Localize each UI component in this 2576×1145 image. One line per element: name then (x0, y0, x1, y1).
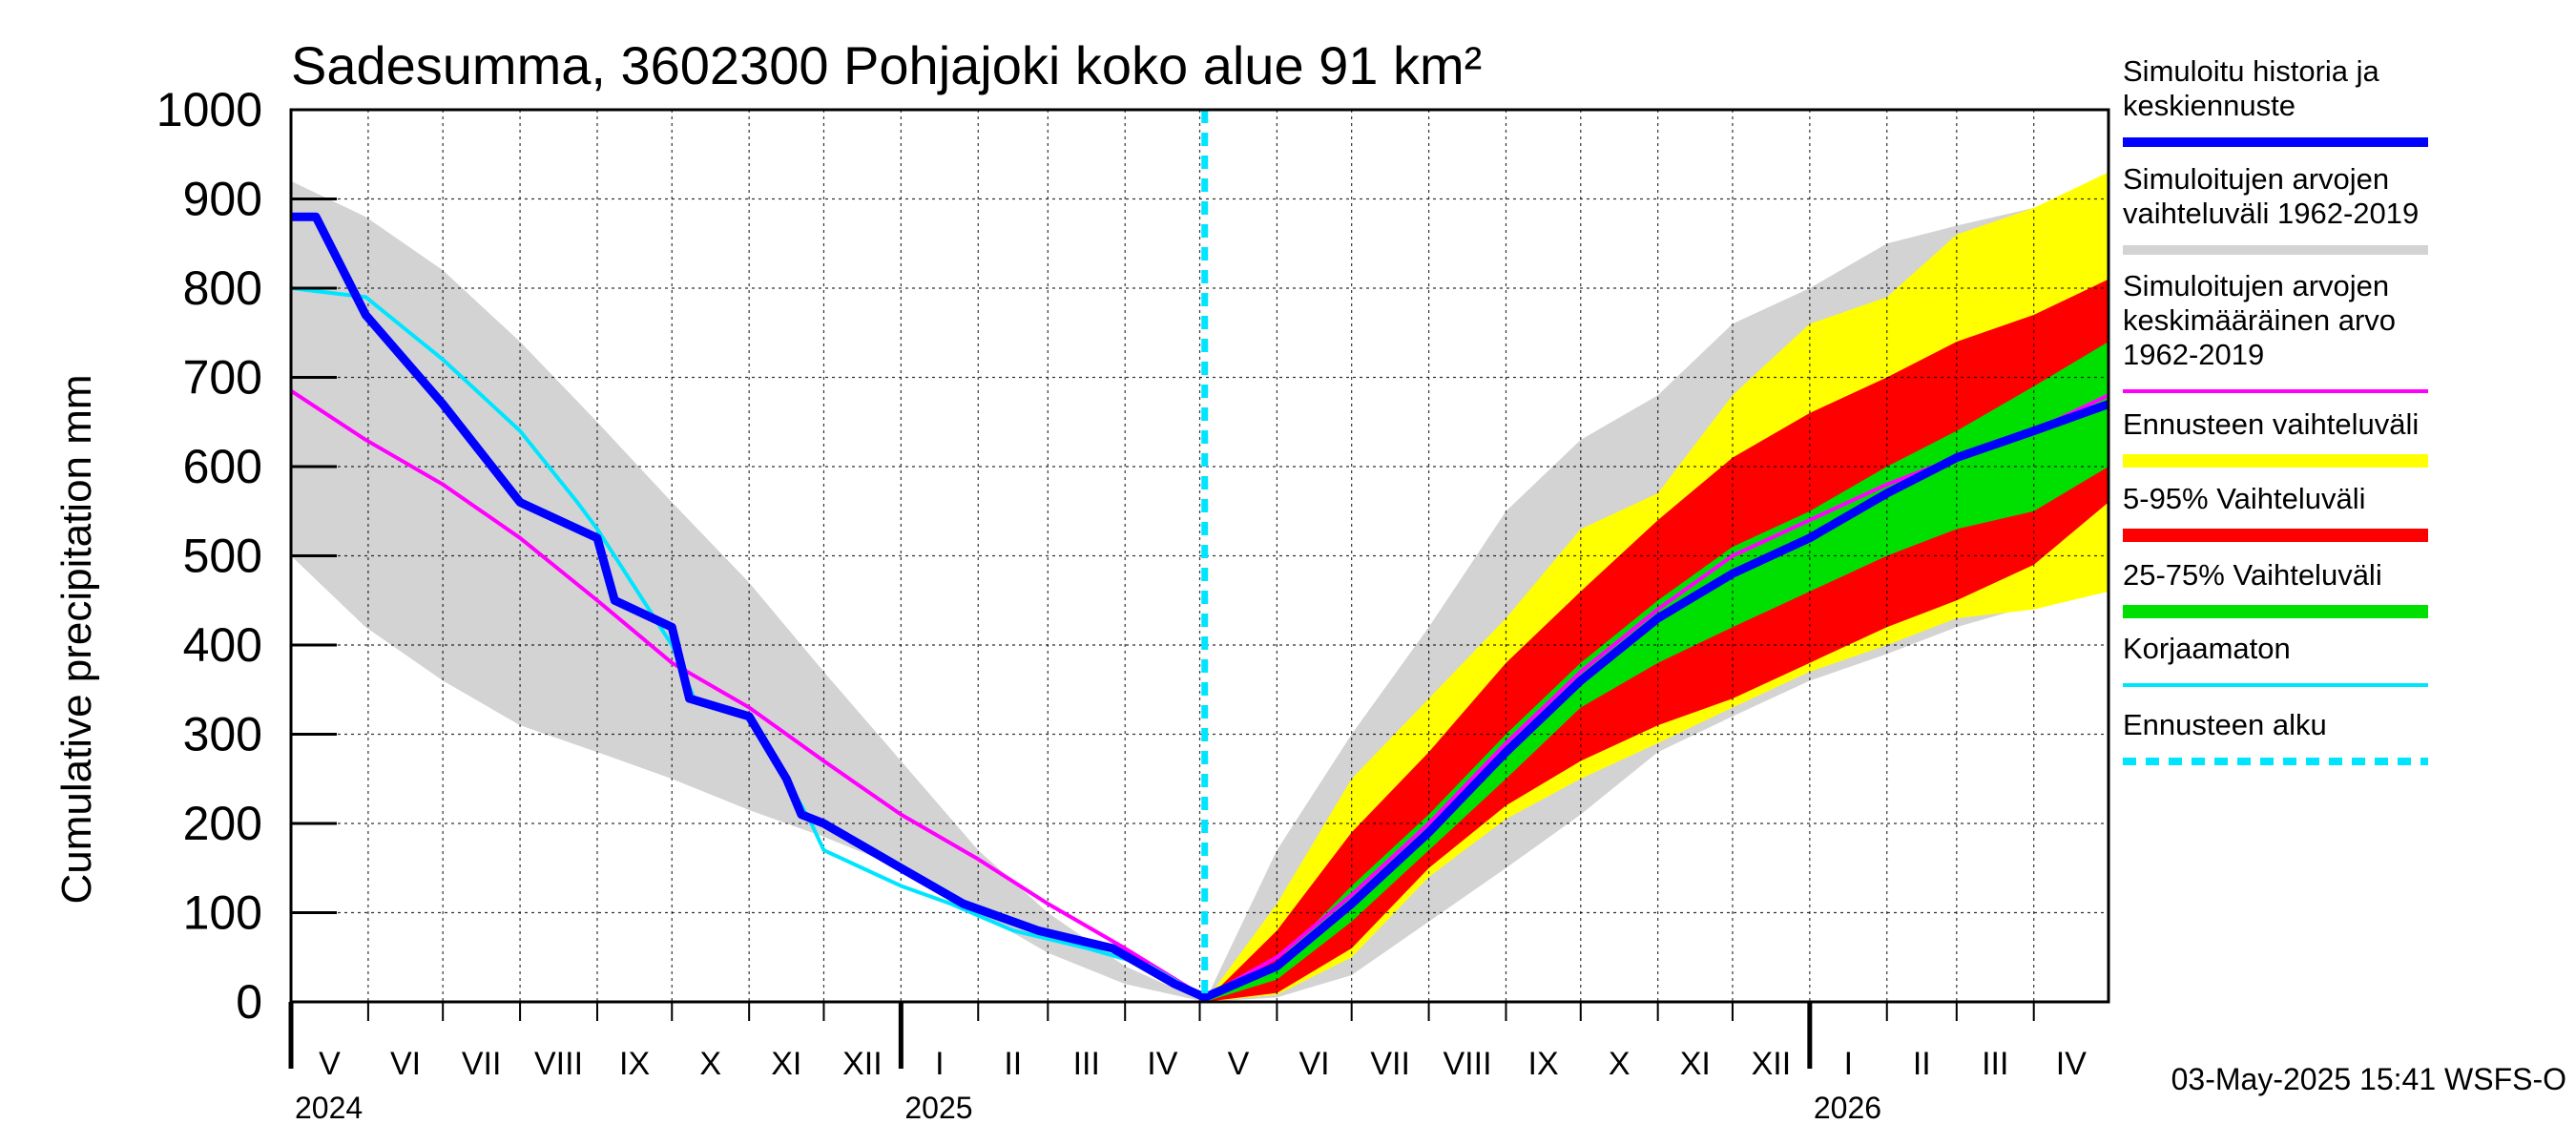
x-tick-label-month: XII (1752, 1046, 1792, 1082)
legend-label: Ennusteen vaihteluväli (2123, 407, 2419, 441)
y-tick-label: 700 (183, 351, 262, 405)
x-tick-label-month: X (1609, 1046, 1631, 1082)
y-tick-label: 100 (183, 886, 262, 940)
legend-label: Ennusteen alku (2123, 708, 2327, 741)
legend-label: Simuloitu historia ja (2123, 54, 2380, 88)
legend-label: Simuloitujen arvojen (2123, 162, 2389, 196)
x-tick-label-month: IV (1147, 1046, 1177, 1082)
x-tick-label-month: III (1073, 1046, 1100, 1082)
x-tick-label-year: 2024 (295, 1091, 363, 1125)
y-tick-label: 500 (183, 530, 262, 583)
x-tick-label-month: IX (1528, 1046, 1559, 1082)
x-tick-label-month: VI (1298, 1046, 1329, 1082)
y-tick-label: 800 (183, 261, 262, 315)
x-tick-label-month: I (1844, 1046, 1853, 1082)
x-tick-label-month: VII (1370, 1046, 1410, 1082)
band-4 (1204, 342, 2109, 1003)
x-tick-label-month: XII (842, 1046, 883, 1082)
y-axis-label: Cumulative precipitation mm (53, 374, 100, 904)
legend-label: vaihteluväli 1962-2019 (2123, 197, 2419, 230)
x-tick-label-month: XI (1680, 1046, 1711, 1082)
x-tick-label-month: V (1228, 1046, 1250, 1082)
legend-label: 25-75% Vaihteluväli (2123, 558, 2382, 592)
x-tick-label-month: VIII (1444, 1046, 1492, 1082)
legend-label: 1962-2019 (2123, 338, 2264, 371)
x-tick-label-month: V (319, 1046, 341, 1082)
y-tick-label: 200 (183, 797, 262, 850)
series-line-2 (291, 212, 2110, 1002)
legend-label: keskimääräinen arvo (2123, 303, 2396, 337)
x-tick-label-month: IV (2056, 1046, 2087, 1082)
x-tick-label-month: III (1982, 1046, 2008, 1082)
x-tick-label-month: II (1913, 1046, 1931, 1082)
legend-label: 5-95% Vaihteluväli (2123, 482, 2365, 515)
y-tick-label: 900 (183, 173, 262, 226)
band-0 (291, 180, 1205, 1003)
x-tick-label-month: X (699, 1046, 721, 1082)
x-tick-label-month: VI (390, 1046, 421, 1082)
legend-label: keskiennuste (2123, 89, 2296, 122)
x-tick-label-year: 2025 (904, 1091, 972, 1125)
y-tick-label: 1000 (156, 83, 262, 136)
y-tick-label: 300 (183, 708, 262, 761)
footer-timestamp: 03-May-2025 15:41 WSFS-O (2171, 1062, 2566, 1096)
y-tick-label: 600 (183, 440, 262, 493)
x-tick-label-month: IX (619, 1046, 650, 1082)
x-tick-label-year: 2026 (1814, 1091, 1881, 1125)
chart-title: Sadesumma, 3602300 Pohjajoki koko alue 9… (291, 35, 1482, 95)
x-tick-label-month: II (1004, 1046, 1022, 1082)
x-tick-label-month: VII (462, 1046, 502, 1082)
y-tick-label: 0 (236, 975, 262, 1029)
x-tick-label-month: XI (771, 1046, 801, 1082)
legend-label: Korjaamaton (2123, 632, 2291, 665)
y-tick-label: 400 (183, 618, 262, 672)
x-tick-label-month: I (935, 1046, 944, 1082)
x-tick-label-month: VIII (534, 1046, 583, 1082)
legend-label: Simuloitujen arvojen (2123, 269, 2389, 302)
